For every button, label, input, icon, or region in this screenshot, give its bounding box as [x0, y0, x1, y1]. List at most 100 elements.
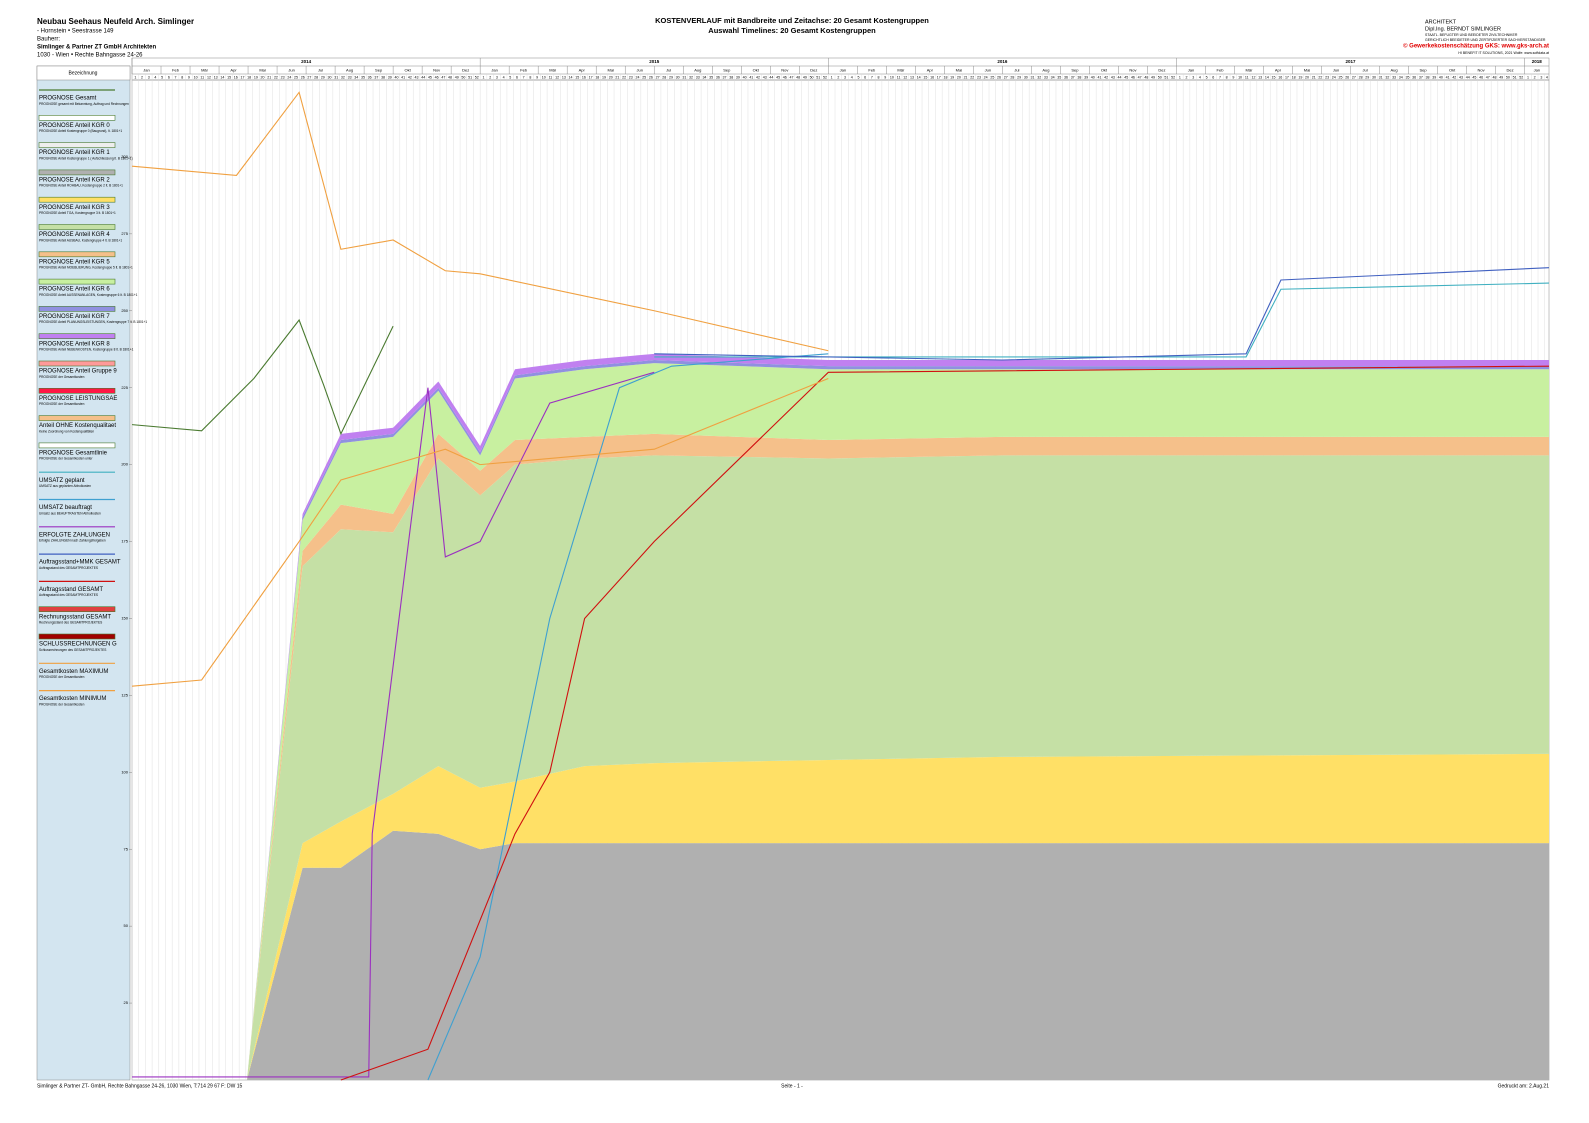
- week-label: 38: [1077, 75, 1081, 79]
- week-label: 50: [461, 75, 465, 79]
- week-label: 10: [890, 75, 894, 79]
- week-label: 40: [1091, 75, 1095, 79]
- week-label: 33: [696, 75, 700, 79]
- week-label: 19: [1298, 75, 1302, 79]
- month-label: Sep: [723, 68, 731, 73]
- week-label: 12: [555, 75, 559, 79]
- week-label: 11: [549, 75, 553, 79]
- week-label: 24: [287, 75, 291, 79]
- week-label: 31: [1031, 75, 1035, 79]
- y-tick-label: 100: [121, 769, 128, 774]
- week-label: 13: [910, 75, 914, 79]
- architect-title: GERICHTLICH BEEIDETER UND ZERTIFIZIERTER…: [1425, 38, 1546, 42]
- week-label: 5: [1206, 75, 1208, 79]
- week-label: 31: [1379, 75, 1383, 79]
- y-tick-label: 75: [124, 846, 129, 851]
- week-label: 30: [1024, 75, 1028, 79]
- week-label: 24: [635, 75, 639, 79]
- week-label: 4: [1199, 75, 1201, 79]
- legend-note: PROGNOSE der Gesamtkosten: [39, 402, 85, 406]
- week-label: 40: [743, 75, 747, 79]
- week-label: 50: [810, 75, 814, 79]
- legend-name: Gesamtkosten MINIMUM: [39, 696, 106, 702]
- week-label: 37: [374, 75, 378, 79]
- week-label: 8: [529, 75, 531, 79]
- month-label: Dez: [810, 68, 817, 73]
- line: [131, 91, 829, 352]
- month-label: Apr: [230, 68, 237, 73]
- legend-swatch: [38, 224, 116, 230]
- month-label: Nov: [781, 68, 788, 73]
- month-label: Feb: [172, 68, 180, 73]
- week-label: 41: [1097, 75, 1101, 79]
- week-label: 32: [689, 75, 693, 79]
- week-label: 44: [769, 75, 773, 79]
- week-label: 14: [220, 75, 224, 79]
- area: [132, 753, 1549, 1080]
- legend-name: PROGNOSE Anteil KGR 8: [39, 341, 110, 347]
- week-label: 22: [274, 75, 278, 79]
- legend-title: Bezeichnung: [69, 70, 98, 76]
- week-label: 15: [575, 75, 579, 79]
- legend-name: PROGNOSE Anteil KGR 3: [39, 205, 110, 211]
- legend-note: PROGNOSE Anteil Kostengruppe 0 (Baugrund…: [39, 129, 122, 133]
- month-label: Sep: [1420, 68, 1428, 73]
- week-label: 28: [662, 75, 666, 79]
- week-label: 48: [448, 75, 452, 79]
- week-label: 1: [483, 75, 485, 79]
- week-label: 35: [361, 75, 365, 79]
- week-label: 19: [950, 75, 954, 79]
- week-label: 41: [749, 75, 753, 79]
- week-label: 11: [897, 75, 901, 79]
- legend-name: PROGNOSE Anteil KGR 5: [39, 259, 110, 265]
- legend-name: PROGNOSE Anteil KGR 2: [39, 177, 110, 183]
- week-label: 49: [803, 75, 807, 79]
- week-label: 15: [227, 75, 231, 79]
- week-label: 47: [1138, 75, 1142, 79]
- week-label: 36: [368, 75, 372, 79]
- week-label: 36: [716, 75, 720, 79]
- line: [340, 365, 1550, 1081]
- y-tick-label: 25: [124, 1000, 129, 1005]
- week-label: 34: [354, 75, 358, 79]
- week-label: 39: [1432, 75, 1436, 79]
- legend-name: ERFOLGTE ZAHLUNGEN: [39, 532, 110, 538]
- legend-swatch: [38, 251, 116, 258]
- week-label: 32: [1037, 75, 1041, 79]
- week-label: 20: [957, 75, 961, 79]
- week-label: 12: [903, 75, 907, 79]
- month-label: Mai: [259, 68, 266, 73]
- week-label: 21: [1312, 75, 1316, 79]
- week-label: 19: [254, 75, 258, 79]
- week-label: 12: [207, 75, 211, 79]
- legend-name: PROGNOSE Anteil KGR 6: [39, 287, 110, 293]
- legend-note: Keine Zuordnung von Kostenqualitäten: [39, 429, 94, 433]
- week-label: 33: [348, 75, 352, 79]
- week-label: 16: [234, 75, 238, 79]
- week-label: 16: [1278, 75, 1282, 79]
- y-tick-label: 175: [121, 539, 128, 544]
- week-label: 33: [1044, 75, 1048, 79]
- footer-left: Simlinger & Partner ZT- GmbH, Rechte Bah…: [37, 1083, 243, 1089]
- week-label: 27: [1004, 75, 1008, 79]
- month-label: Sep: [1071, 68, 1079, 73]
- y-tick-label: 300: [121, 154, 128, 159]
- week-label: 7: [175, 75, 177, 79]
- week-label: 38: [381, 75, 385, 79]
- legend-name: PROGNOSE Anteil KGR 7: [39, 314, 110, 320]
- week-label: 44: [1118, 75, 1122, 79]
- week-label: 48: [1493, 75, 1497, 79]
- month-label: Aug: [1042, 68, 1049, 73]
- legend-swatch: [38, 169, 116, 176]
- week-label: 18: [943, 75, 947, 79]
- week-label: 15: [1272, 75, 1276, 79]
- legend-note: Erfolgte ZAHLUNGEN nach Zahlungsfreigabe…: [39, 539, 106, 543]
- week-label: 20: [1305, 75, 1309, 79]
- month-label: Jan: [840, 68, 846, 73]
- line: [427, 353, 829, 1081]
- legend-note: PROGNOSE Anteil AUSSENANLAGEN, Kostengru…: [39, 293, 138, 297]
- week-label: 21: [964, 75, 968, 79]
- line: [132, 371, 655, 1078]
- week-label: 28: [314, 75, 318, 79]
